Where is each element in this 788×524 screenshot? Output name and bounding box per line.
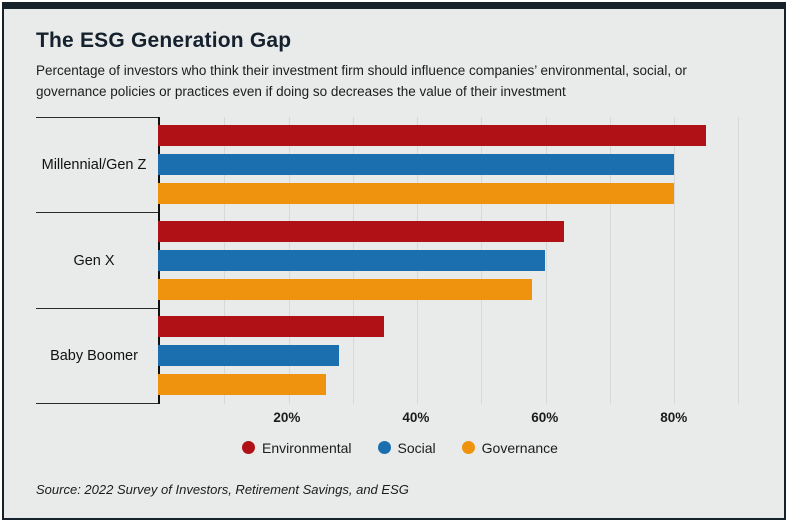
bar-group-gen-x: Gen X <box>36 212 764 308</box>
legend-item-social: Social <box>377 439 436 456</box>
bar-social-millennial-gen-z <box>158 154 674 176</box>
x-tick-label-20: 20% <box>273 409 301 425</box>
gridline-90 <box>738 116 740 404</box>
x-tick-label-40: 40% <box>402 409 430 425</box>
bar-group-millennial-gen-z: Millennial/Gen Z <box>36 116 764 213</box>
bar-social-baby-boomer <box>158 345 339 367</box>
page-title: The ESG Generation Gap <box>36 29 292 52</box>
x-tick-label-60: 60% <box>531 409 559 425</box>
category-label-baby-boomer: Baby Boomer <box>36 308 158 404</box>
chart-body: Millennial/Gen Z Gen X Baby Boomer <box>36 116 764 404</box>
legend-dot-governance <box>461 441 475 455</box>
category-label-millennial-gen-z: Millennial/Gen Z <box>36 116 158 213</box>
gridline-60 <box>545 116 547 404</box>
bar-environmental-gen-x <box>158 220 565 242</box>
bar-social-gen-x <box>158 249 545 271</box>
bar-environmental-baby-boomer <box>158 316 384 338</box>
legend-dot-environmental <box>242 441 256 455</box>
gridline-80 <box>674 116 676 404</box>
bar-governance-millennial-gen-z <box>158 183 674 205</box>
bar-environmental-millennial-gen-z <box>158 125 706 147</box>
bar-governance-gen-x <box>158 278 532 300</box>
legend-dot-social <box>377 441 391 455</box>
bar-group-baby-boomer: Baby Boomer <box>36 308 764 404</box>
legend-item-governance: Governance <box>461 439 558 456</box>
bar-governance-baby-boomer <box>158 374 326 396</box>
group-plot-gen-x <box>158 212 764 308</box>
x-axis: 20% 40% 60% 80% <box>158 410 764 432</box>
legend: Environmental Social Governance <box>36 440 764 456</box>
group-plot-baby-boomer <box>158 308 764 404</box>
chart-subtitle: Percentage of investors who think their … <box>36 63 687 99</box>
x-tick-label-80: 80% <box>660 409 688 425</box>
legend-item-environmental: Environmental <box>242 440 352 456</box>
group-plot-millennial-gen-z <box>158 117 764 213</box>
legend-label-governance: Governance <box>481 439 558 456</box>
legend-label-social: Social <box>397 439 436 456</box>
source-note: Source: 2022 Survey of Investors, Retire… <box>36 481 409 497</box>
category-label-gen-x: Gen X <box>36 212 158 308</box>
legend-label-environmental: Environmental <box>262 439 352 456</box>
gridline-70 <box>609 116 611 404</box>
